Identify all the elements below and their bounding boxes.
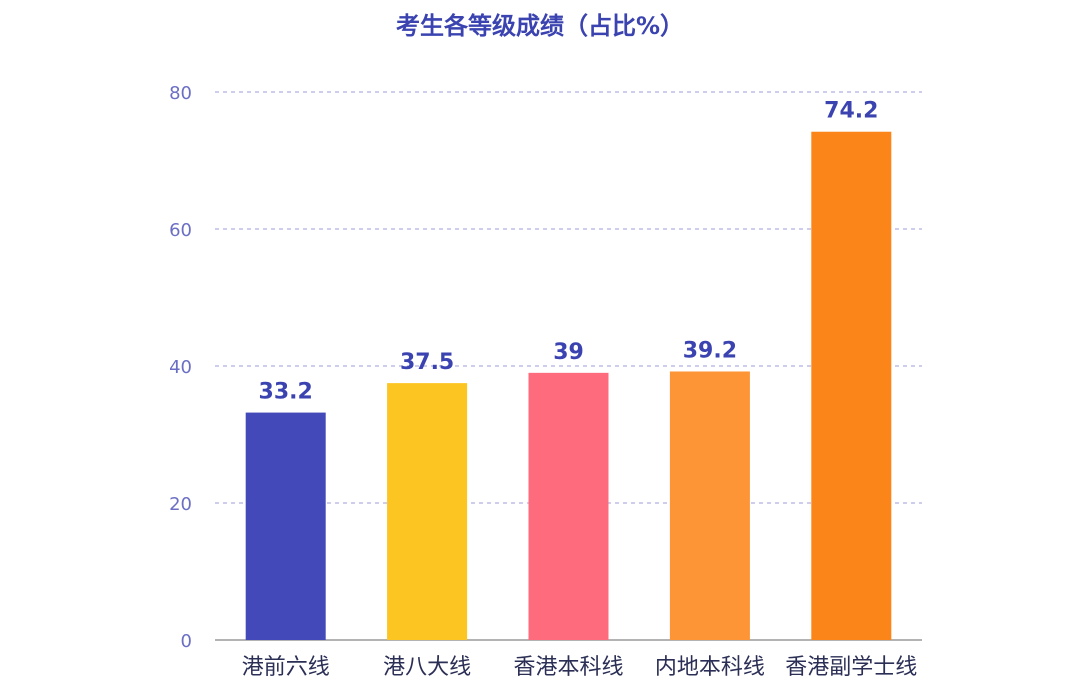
bar bbox=[245, 412, 326, 640]
labels: 0 20 40 60 80 33.2 港前六线 37.5 港八大线 39 香港本科线 39.2 内地本科… bbox=[169, 83, 917, 680]
chart-title: 考生各等级成绩（占比%） bbox=[395, 12, 685, 40]
y-tick-label: 40 bbox=[169, 357, 192, 378]
y-tick-label: 60 bbox=[169, 220, 192, 241]
category-label: 内地本科线 bbox=[655, 655, 765, 680]
value-label: 74.2 bbox=[824, 99, 878, 124]
category-label: 香港本科线 bbox=[513, 655, 623, 680]
y-tick-label: 0 bbox=[181, 631, 192, 652]
category-label: 港前六线 bbox=[242, 655, 330, 680]
value-label: 39 bbox=[553, 340, 584, 365]
bar bbox=[528, 372, 609, 640]
value-label: 33.2 bbox=[259, 380, 313, 405]
y-tick-label: 80 bbox=[169, 83, 192, 104]
category-label: 香港副学士线 bbox=[785, 655, 917, 680]
value-label: 37.5 bbox=[400, 350, 454, 375]
bar bbox=[811, 131, 892, 641]
y-tick-label: 20 bbox=[169, 494, 192, 515]
value-label: 39.2 bbox=[683, 338, 737, 363]
bars bbox=[245, 131, 892, 641]
category-label: 港八大线 bbox=[383, 655, 471, 680]
bar bbox=[669, 371, 750, 640]
bar bbox=[387, 383, 468, 640]
